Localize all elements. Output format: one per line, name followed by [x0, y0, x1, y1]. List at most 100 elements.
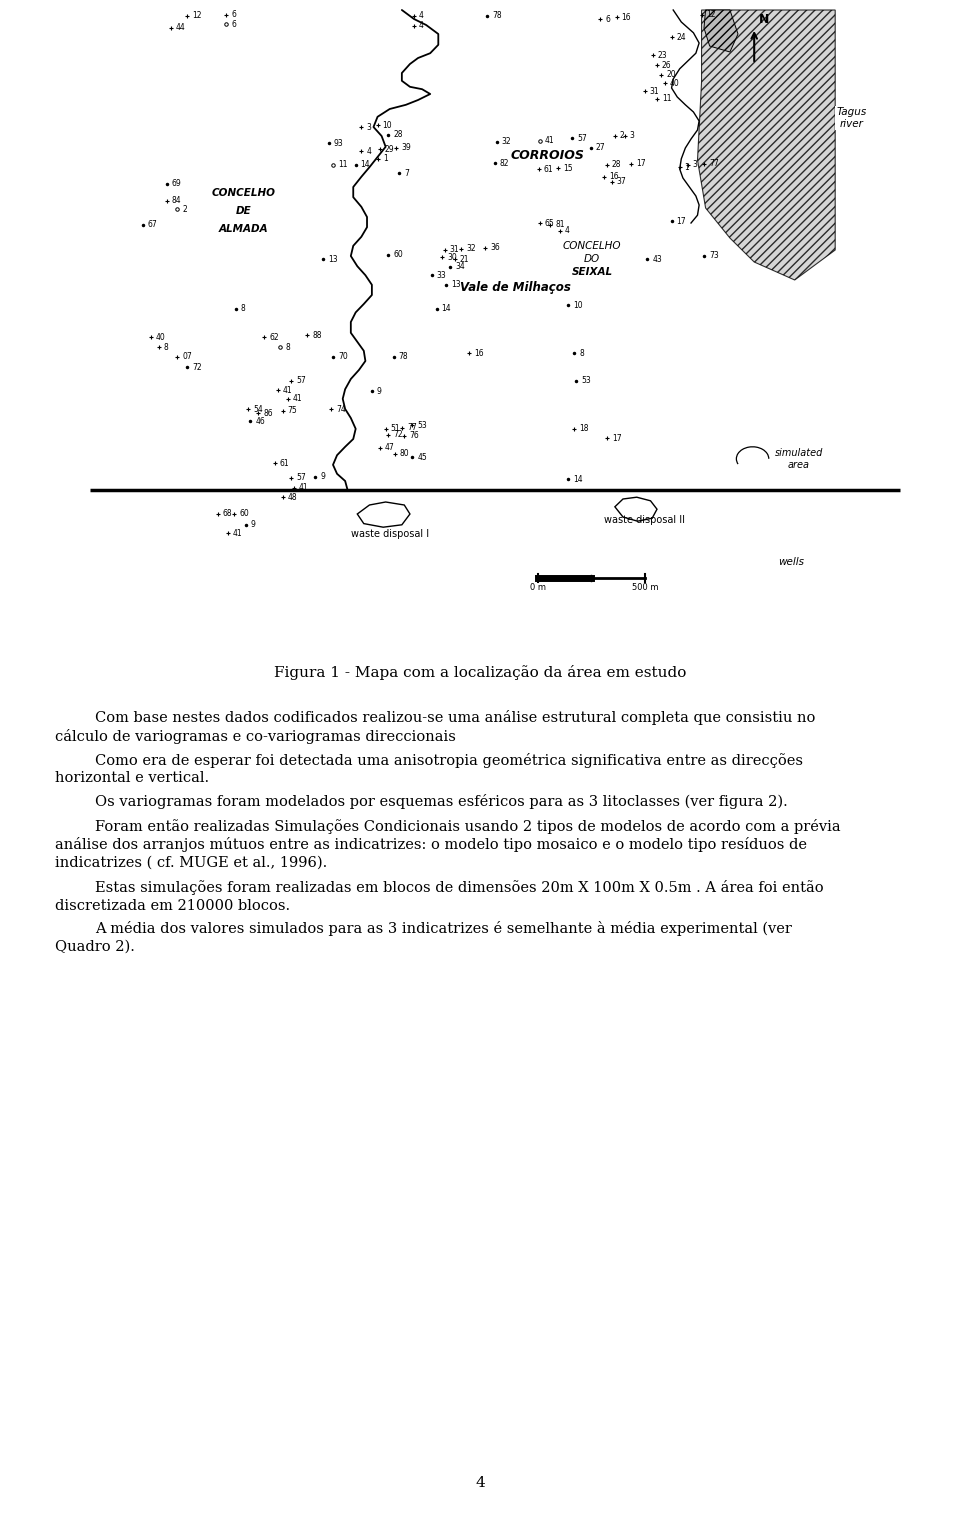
Text: 3: 3 [693, 160, 698, 169]
Text: 69: 69 [172, 180, 181, 188]
Text: 76: 76 [409, 431, 419, 440]
Text: cálculo de variogramas e co-variogramas direccionais: cálculo de variogramas e co-variogramas … [55, 728, 456, 743]
Text: 41: 41 [283, 386, 293, 396]
Text: Como era de esperar foi detectada uma anisotropia geométrica significativa entre: Como era de esperar foi detectada uma an… [95, 753, 803, 768]
Text: 27: 27 [595, 143, 605, 152]
Text: 4: 4 [419, 11, 424, 20]
Text: Estas simulações foram realizadas em blocos de dimensões 20m X 100m X 0.5m . A á: Estas simulações foram realizadas em blo… [95, 880, 824, 896]
Text: 9: 9 [377, 386, 382, 396]
Text: 14: 14 [442, 305, 451, 314]
Text: Figura 1 - Mapa com a localização da área em estudo: Figura 1 - Mapa com a localização da áre… [274, 665, 686, 680]
Text: 32: 32 [502, 137, 512, 146]
Text: 54: 54 [252, 405, 263, 414]
Text: 57: 57 [296, 474, 305, 483]
Text: 39: 39 [401, 143, 411, 152]
Text: 68: 68 [223, 509, 232, 519]
Text: 20: 20 [666, 71, 676, 80]
Text: 74: 74 [336, 405, 347, 414]
Text: 47: 47 [385, 443, 395, 452]
Text: 10: 10 [382, 120, 393, 129]
Text: 67: 67 [148, 220, 157, 229]
Text: 8: 8 [580, 349, 584, 357]
Text: 53: 53 [418, 420, 427, 429]
Text: 500 m: 500 m [632, 583, 659, 591]
Text: 8: 8 [241, 305, 246, 314]
Text: 41: 41 [232, 529, 242, 537]
Text: 11: 11 [662, 94, 671, 103]
Text: 6: 6 [606, 14, 611, 23]
Text: 4: 4 [475, 1476, 485, 1490]
Polygon shape [698, 9, 835, 280]
Text: 33: 33 [437, 271, 446, 280]
Text: 12: 12 [192, 11, 202, 20]
Text: 78: 78 [398, 352, 408, 362]
Text: 31: 31 [450, 246, 460, 254]
Text: 53: 53 [581, 377, 590, 385]
Text: 93: 93 [334, 139, 344, 148]
Text: 21: 21 [460, 254, 469, 263]
Text: 23: 23 [658, 51, 667, 60]
Text: wells: wells [779, 557, 804, 566]
Text: 28: 28 [393, 131, 402, 140]
Text: 16: 16 [474, 349, 484, 357]
Text: Tagus
river: Tagus river [836, 108, 867, 129]
Text: CONCELHO: CONCELHO [563, 240, 621, 251]
Text: 88: 88 [312, 331, 322, 340]
Text: 30: 30 [447, 252, 457, 262]
Text: 2: 2 [620, 131, 625, 140]
Text: 72: 72 [393, 431, 402, 439]
Text: 86: 86 [263, 409, 273, 417]
Text: DO: DO [584, 254, 600, 265]
Text: 75: 75 [288, 406, 298, 416]
Text: 3: 3 [630, 131, 635, 140]
Text: 17: 17 [636, 159, 646, 168]
Text: 61: 61 [279, 459, 289, 468]
Text: 07: 07 [182, 352, 192, 362]
Text: 8: 8 [164, 343, 169, 352]
Text: 4: 4 [367, 146, 372, 155]
Text: 16: 16 [610, 172, 619, 182]
Text: 51: 51 [391, 425, 400, 434]
Text: waste disposal II: waste disposal II [605, 516, 685, 525]
Text: 2: 2 [182, 205, 187, 214]
Text: 41: 41 [300, 483, 309, 492]
Text: 72: 72 [192, 363, 202, 371]
Text: 40: 40 [156, 332, 165, 342]
Text: 78: 78 [492, 11, 501, 20]
Text: CONCELHO: CONCELHO [212, 188, 276, 199]
Text: 13: 13 [451, 280, 461, 289]
Polygon shape [704, 9, 738, 52]
Text: 84: 84 [172, 197, 181, 205]
Text: 9: 9 [251, 520, 255, 529]
Text: 1: 1 [684, 163, 689, 172]
Text: 37: 37 [616, 177, 626, 186]
Text: Foram então realizadas Simulações Condicionais usando 2 tipos de modelos de acor: Foram então realizadas Simulações Condic… [95, 819, 841, 834]
Text: 62: 62 [269, 332, 278, 342]
Text: 9: 9 [321, 472, 325, 482]
Text: 15: 15 [564, 163, 573, 172]
Text: 28: 28 [612, 160, 621, 169]
Text: 73: 73 [709, 251, 719, 260]
Text: 81: 81 [555, 220, 564, 229]
Text: 77: 77 [709, 159, 719, 168]
Text: horizontal e vertical.: horizontal e vertical. [55, 771, 209, 785]
Text: Quadro 2).: Quadro 2). [55, 939, 134, 954]
Text: análise dos arranjos mútuos entre as indicatrizes: o modelo tipo mosaico e o mod: análise dos arranjos mútuos entre as ind… [55, 837, 807, 853]
Text: N: N [759, 12, 770, 26]
Text: 36: 36 [491, 243, 500, 252]
Text: 24: 24 [677, 32, 686, 42]
Text: 8: 8 [285, 343, 290, 352]
Text: 31: 31 [650, 86, 660, 95]
Text: 70: 70 [338, 352, 348, 362]
Text: 14: 14 [361, 160, 371, 169]
Text: 0 m: 0 m [530, 583, 546, 591]
Text: 3: 3 [367, 123, 372, 131]
Text: 46: 46 [255, 417, 265, 425]
Text: 60: 60 [239, 509, 249, 519]
Text: 12: 12 [707, 11, 716, 20]
Text: 13: 13 [328, 254, 338, 263]
Text: 18: 18 [580, 425, 588, 434]
Text: 43: 43 [652, 254, 662, 263]
Text: 4: 4 [419, 22, 424, 31]
Text: 77: 77 [407, 423, 417, 432]
